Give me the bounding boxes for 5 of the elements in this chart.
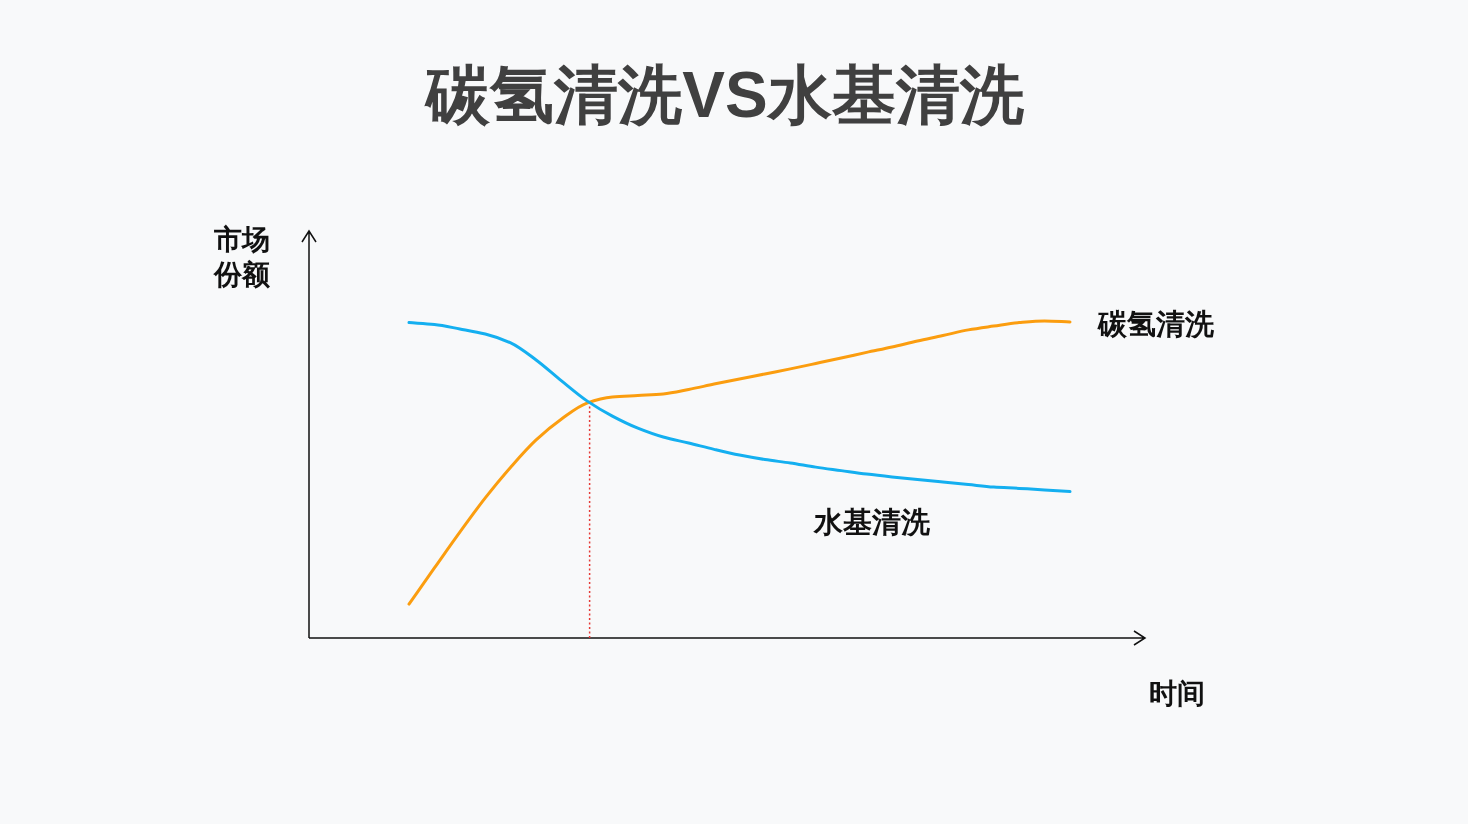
chart-title: 碳氢清洗VS水基清洗 bbox=[424, 59, 1025, 131]
y-axis-title: 市场份额 bbox=[212, 223, 271, 292]
series-label: 水基清洗 bbox=[812, 506, 931, 539]
x-axis-title: 时间 bbox=[1149, 677, 1205, 709]
series-label: 碳氢清洗 bbox=[1097, 307, 1215, 340]
